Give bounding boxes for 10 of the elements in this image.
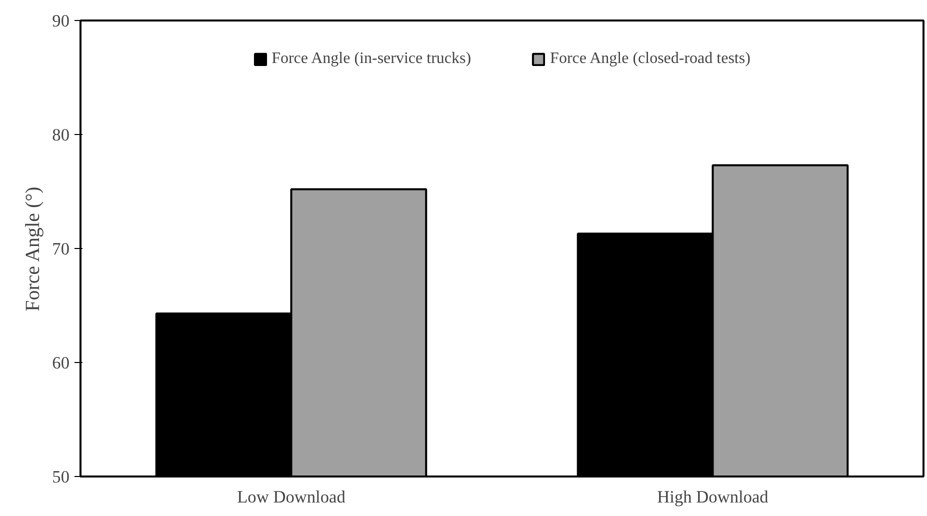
y-tick-label: 90 [52,12,70,30]
legend-label: Force Angle (in-service trucks) [272,50,472,68]
legend-label: Force Angle (closed-road tests) [550,50,750,68]
x-tick-label: High Download [657,488,769,506]
y-tick-label: 60 [52,354,70,372]
y-tick-label: 50 [52,468,70,486]
y-tick-label: 80 [52,126,70,144]
y-axis-title: Force Angle (°) [22,186,44,312]
x-tick-label: Low Download [237,488,346,506]
y-tick-label: 70 [52,240,70,258]
